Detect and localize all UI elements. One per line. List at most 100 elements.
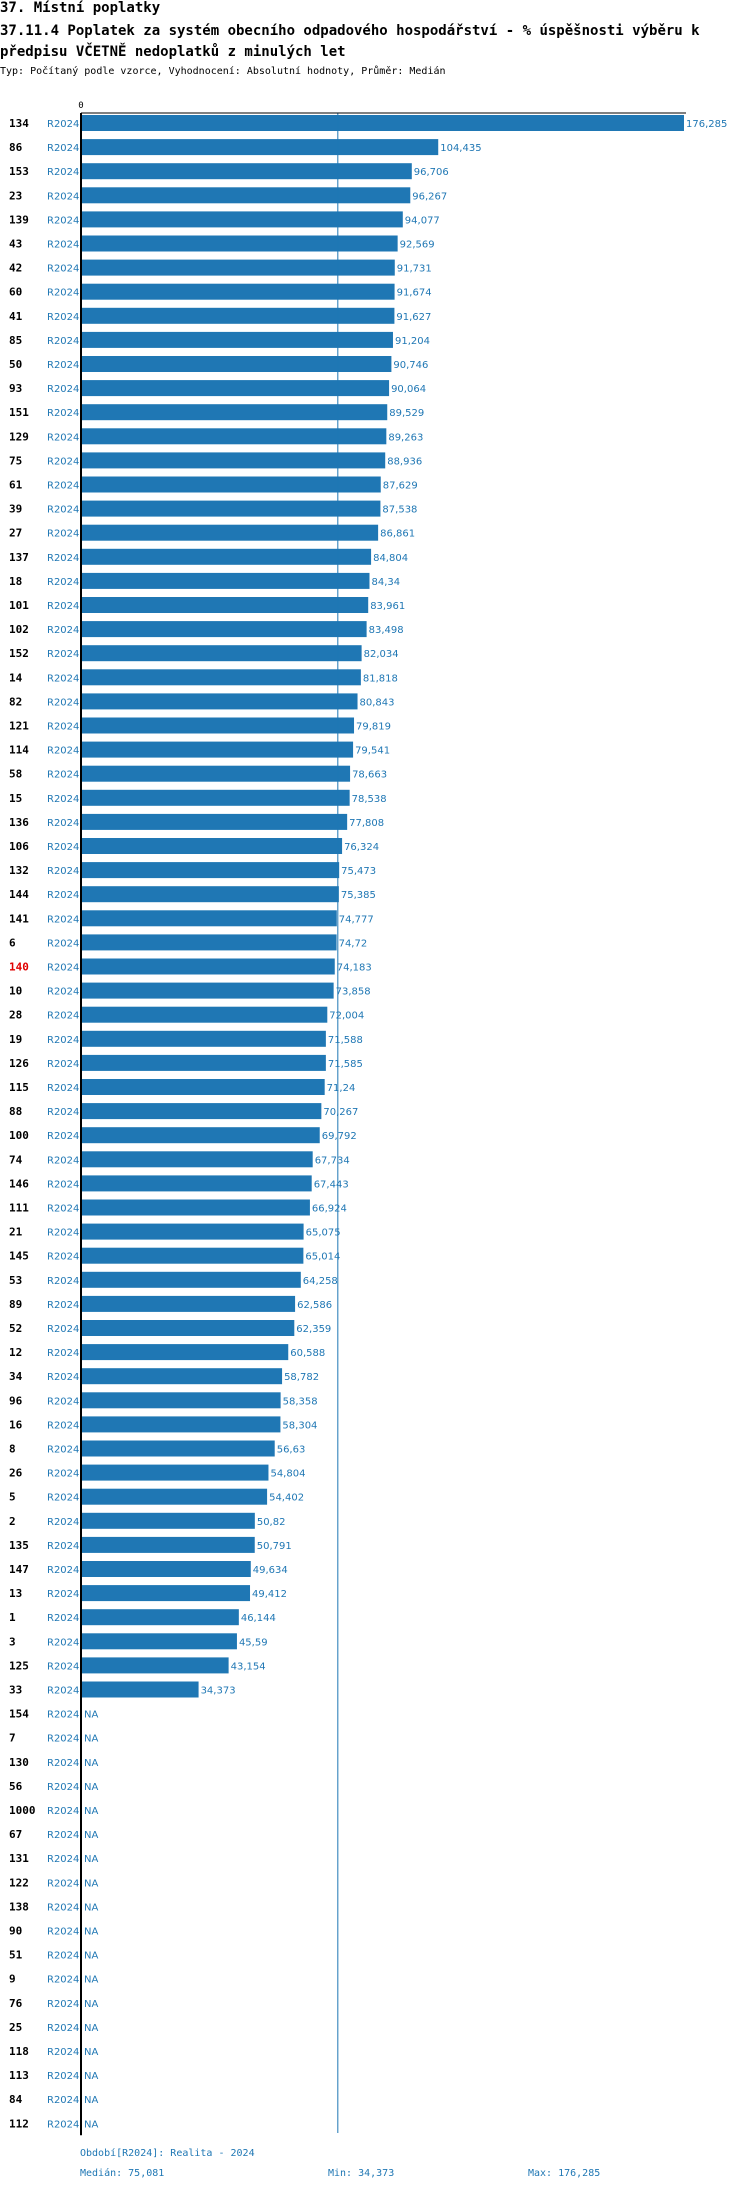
- bar-value-label: 46,144: [241, 1613, 276, 1624]
- row-period-label: R2024: [47, 1541, 79, 1552]
- row-period-label: R2024: [47, 553, 79, 564]
- bar-value-label: 81,818: [363, 673, 398, 684]
- row-id-label: 134: [9, 117, 29, 130]
- bar: [81, 1030, 326, 1047]
- row-period-label: R2024: [47, 770, 79, 781]
- row-period-label: R2024: [47, 1083, 79, 1094]
- row-id-label: 135: [9, 1539, 29, 1552]
- bar-value-label: 43,154: [231, 1661, 266, 1672]
- row-id-label: 85: [9, 334, 22, 347]
- row-id-label: 58: [9, 768, 22, 781]
- bar-value-label: 69,792: [322, 1131, 357, 1142]
- row-id-label: 15: [9, 792, 22, 805]
- bar-value-label: 67,734: [315, 1155, 350, 1166]
- row-id-label: 118: [9, 2045, 29, 2058]
- row-id-label: 102: [9, 623, 29, 636]
- bar: [81, 1223, 304, 1240]
- row-period-label: R2024: [47, 1710, 79, 1721]
- bar-value-label: 91,731: [397, 264, 432, 275]
- bar-value-label: NA: [84, 1902, 98, 1913]
- bar: [81, 524, 379, 541]
- bar-value-label: NA: [84, 1758, 98, 1769]
- row-period-label: R2024: [47, 1951, 79, 1962]
- bar: [81, 1416, 281, 1433]
- bar: [81, 500, 381, 517]
- row-id-label: 101: [9, 599, 29, 612]
- row-id-label: 90: [9, 1925, 22, 1938]
- bar-value-label: 34,373: [201, 1686, 236, 1697]
- bar-value-label: 62,359: [296, 1324, 331, 1335]
- row-period-label: R2024: [47, 577, 79, 588]
- bar-value-label: 58,782: [284, 1372, 319, 1383]
- bar-value-label: 65,014: [305, 1252, 340, 1263]
- row-id-label: 130: [9, 1756, 29, 1769]
- row-id-label: 153: [9, 165, 29, 178]
- bar: [81, 910, 337, 927]
- row-id-label: 8: [9, 1443, 16, 1456]
- row-id-label: 41: [9, 310, 23, 323]
- bar-value-label: 70,267: [323, 1107, 358, 1118]
- bar-value-label: 83,961: [370, 601, 405, 612]
- row-period-label: R2024: [47, 1517, 79, 1528]
- bar-value-label: 49,634: [253, 1565, 288, 1576]
- bar-value-label: 74,72: [339, 938, 368, 949]
- bar: [81, 1488, 268, 1505]
- row-id-label: 115: [9, 1081, 29, 1094]
- row-id-label: 131: [9, 1852, 29, 1865]
- row-period-label: R2024: [47, 1613, 79, 1624]
- bar-value-label: NA: [84, 2023, 98, 2034]
- row-period-label: R2024: [47, 336, 79, 347]
- row-id-label: 137: [9, 551, 29, 564]
- row-period-label: R2024: [47, 1420, 79, 1431]
- bar: [81, 1175, 312, 1192]
- bar: [81, 1295, 296, 1312]
- row-period-label: R2024: [47, 384, 79, 395]
- bar: [81, 1271, 301, 1288]
- row-id-label: 13: [9, 1587, 22, 1600]
- bar: [81, 235, 398, 252]
- row-period-label: R2024: [47, 456, 79, 467]
- row-period-label: R2024: [47, 1324, 79, 1335]
- bar-value-label: 65,075: [306, 1228, 341, 1239]
- footer-max: Max: 176,285: [528, 2168, 601, 2179]
- row-id-label: 27: [9, 527, 22, 540]
- row-period-label: R2024: [47, 1999, 79, 2010]
- bar-value-label: 96,706: [414, 167, 449, 178]
- row-id-label: 152: [9, 647, 29, 660]
- row-period-label: R2024: [47, 1372, 79, 1383]
- bar-value-label: 54,402: [269, 1493, 304, 1504]
- row-period-label: R2024: [47, 1927, 79, 1938]
- row-period-label: R2024: [47, 432, 79, 443]
- row-id-label: 144: [9, 888, 29, 901]
- bar: [81, 1151, 313, 1168]
- bar: [81, 693, 358, 710]
- bar-value-label: 71,585: [328, 1059, 363, 1070]
- bar: [81, 1657, 229, 1674]
- row-id-label: 23: [9, 189, 22, 202]
- row-id-label: 146: [9, 1177, 29, 1190]
- row-period-label: R2024: [47, 167, 79, 178]
- bar: [81, 1512, 255, 1529]
- bar: [81, 789, 350, 806]
- row-id-label: 56: [9, 1780, 23, 1793]
- bar-value-label: NA: [84, 1734, 98, 1745]
- row-id-label: 1: [9, 1611, 16, 1624]
- row-id-label: 151: [9, 406, 29, 419]
- row-period-label: R2024: [47, 1734, 79, 1745]
- row-id-label: 100: [9, 1129, 29, 1142]
- row-id-label: 12: [9, 1346, 22, 1359]
- row-period-label: R2024: [47, 914, 79, 925]
- page-title: 37. Místní poplatky: [0, 0, 161, 16]
- row-id-label: 114: [9, 744, 29, 757]
- bar: [81, 1103, 322, 1120]
- bar-value-label: 86,861: [380, 529, 415, 540]
- bar-value-label: 90,064: [391, 384, 426, 395]
- bar: [81, 621, 367, 638]
- chart-meta: Typ: Počítaný podle vzorce, Vyhodnocení:…: [0, 66, 446, 77]
- bar-value-label: 91,674: [397, 288, 432, 299]
- row-period-label: R2024: [47, 529, 79, 540]
- chart-subtitle: 37.11.4 Poplatek za systém obecního odpa…: [0, 23, 700, 60]
- row-id-label: 5: [9, 1491, 16, 1504]
- row-id-label: 52: [9, 1322, 22, 1335]
- bar: [81, 356, 392, 372]
